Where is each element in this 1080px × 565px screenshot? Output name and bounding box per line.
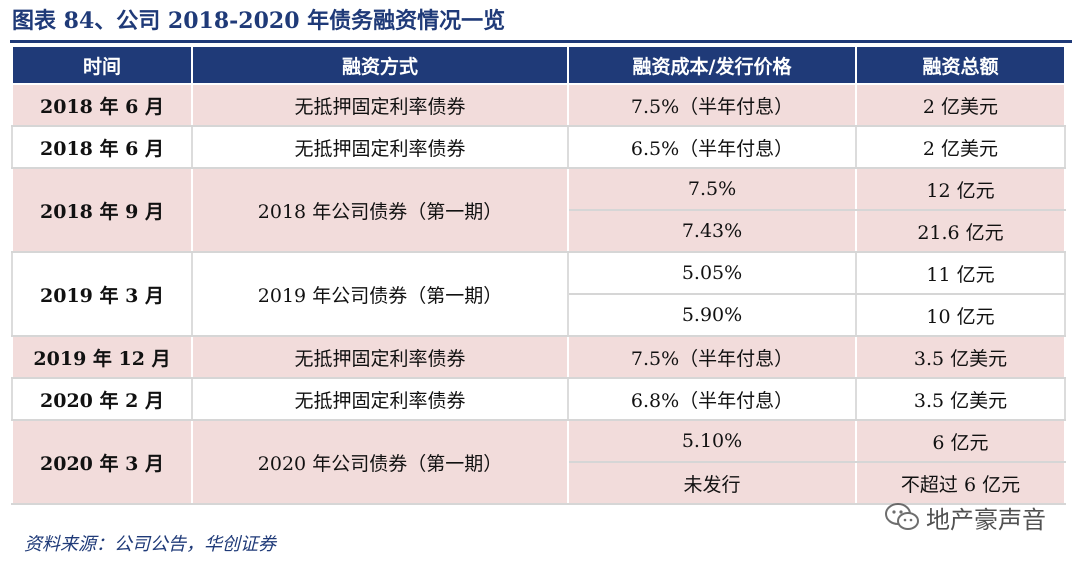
table-row: 2018 年 9 月 2018 年公司债券（第一期） 7.5% 12 亿元 xyxy=(11,167,1066,253)
row-cost: 7.43% xyxy=(567,209,857,253)
row-cost: 7.5%（半年付息） xyxy=(567,83,857,127)
header-method: 融资方式 xyxy=(191,45,569,85)
row-date: 2019 年 12 月 xyxy=(11,335,193,379)
table-header-row: 时间 融资方式 融资成本/发行价格 融资总额 xyxy=(11,45,1066,85)
row-amount: 3.5 亿美元 xyxy=(855,377,1066,421)
row-method: 2018 年公司债券（第一期） xyxy=(191,167,569,253)
table-row: 2019 年 12 月 无抵押固定利率债券 7.5%（半年付息） 3.5 亿美元 xyxy=(11,335,1066,379)
financing-table: 时间 融资方式 融资成本/发行价格 融资总额 2018 年 6 月 无抵押固定利… xyxy=(11,45,1066,505)
row-cost: 5.10% xyxy=(567,419,857,463)
header-cost: 融资成本/发行价格 xyxy=(567,45,857,85)
row-amount: 2 亿美元 xyxy=(855,125,1066,169)
row-amount: 不超过 6 亿元 xyxy=(855,461,1066,505)
row-cost: 未发行 xyxy=(567,461,857,505)
row-date: 2018 年 6 月 xyxy=(11,125,193,169)
row-cost: 7.5% xyxy=(567,167,857,211)
row-method: 无抵押固定利率债券 xyxy=(191,83,569,127)
header-amount: 融资总额 xyxy=(855,45,1066,85)
table-row: 7.43% 21.6 亿元 xyxy=(12,209,1066,253)
row-amount: 11 亿元 xyxy=(855,251,1066,295)
row-amount: 6 亿元 xyxy=(855,419,1066,463)
source-note: 资料来源：公司公告，华创证券 xyxy=(24,534,276,555)
table-row: 2020 年 3 月 2020 年公司债券（第一期） 5.10% 6 亿元 xyxy=(11,419,1066,505)
row-amount: 10 亿元 xyxy=(855,293,1066,337)
row-date: 2020 年 2 月 xyxy=(11,377,193,421)
row-cost: 5.90% xyxy=(567,293,857,337)
row-cost: 5.05% xyxy=(567,251,857,295)
header-time: 时间 xyxy=(11,45,193,85)
row-method: 无抵押固定利率债券 xyxy=(191,125,569,169)
title-rule xyxy=(10,40,1072,43)
row-date: 2019 年 3 月 xyxy=(11,251,193,337)
row-amount: 12 亿元 xyxy=(855,167,1066,211)
row-cost: 6.5%（半年付息） xyxy=(567,125,857,169)
wechat-icon xyxy=(885,503,919,530)
row-date: 2020 年 3 月 xyxy=(11,419,193,505)
table-row: 2018 年 6 月 无抵押固定利率债券 7.5%（半年付息） 2 亿美元 xyxy=(11,83,1066,127)
row-method: 2019 年公司债券（第一期） xyxy=(191,251,569,337)
table-row: 2018 年 6 月 无抵押固定利率债券 6.5%（半年付息） 2 亿美元 xyxy=(11,125,1066,169)
row-date: 2018 年 6 月 xyxy=(11,83,193,127)
watermark-text: 地产豪声音 xyxy=(926,505,1046,534)
row-method: 无抵押固定利率债券 xyxy=(191,377,569,421)
figure-title: 图表 84、公司 2018-2020 年债务融资情况一览 xyxy=(12,8,506,34)
row-method: 2020 年公司债券（第一期） xyxy=(191,419,569,505)
table-row: 未发行 不超过 6 亿元 xyxy=(12,461,1066,505)
row-amount: 3.5 亿美元 xyxy=(855,335,1066,379)
row-cost: 6.8%（半年付息） xyxy=(567,377,857,421)
table-row: 2019 年 3 月 2019 年公司债券（第一期） 5.05% 11 亿元 xyxy=(11,251,1066,337)
row-date: 2018 年 9 月 xyxy=(11,167,193,253)
table-row: 5.90% 10 亿元 xyxy=(12,293,1066,337)
row-method: 无抵押固定利率债券 xyxy=(191,335,569,379)
watermark: 地产豪声音 xyxy=(884,500,1046,534)
row-amount: 21.6 亿元 xyxy=(855,209,1066,253)
row-amount: 2 亿美元 xyxy=(855,83,1066,127)
row-cost: 7.5%（半年付息） xyxy=(567,335,857,379)
table-row: 2020 年 2 月 无抵押固定利率债券 6.8%（半年付息） 3.5 亿美元 xyxy=(11,377,1066,421)
